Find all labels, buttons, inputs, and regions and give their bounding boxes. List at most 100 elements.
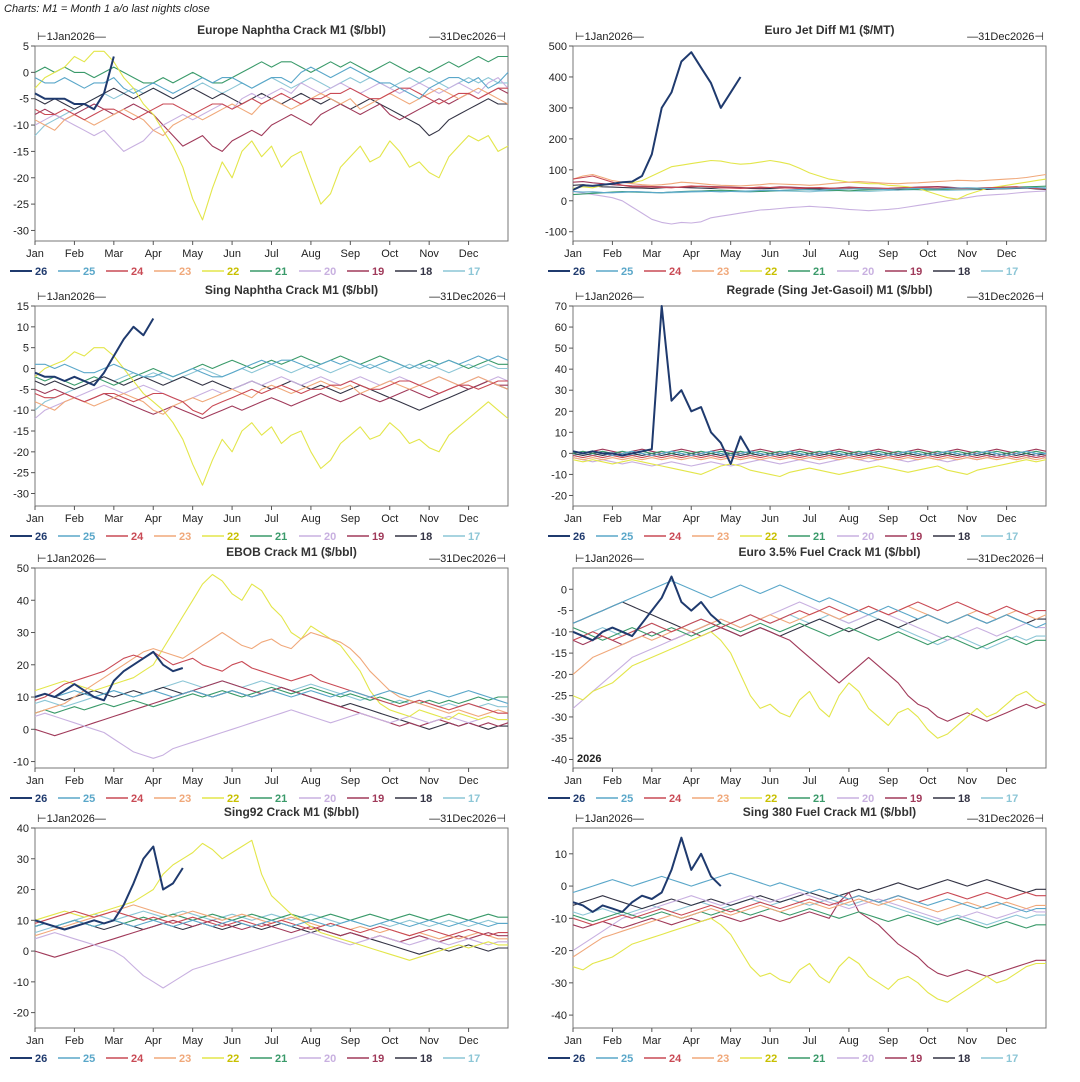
x-tick-label: Dec (997, 775, 1017, 787)
y-tick-label: -10 (13, 120, 29, 132)
x-tick-label: Sep (341, 775, 361, 787)
legend-label-25: 25 (621, 1053, 633, 1065)
legend-label-19: 19 (910, 793, 922, 805)
series-line-26 (34, 56, 115, 111)
range-start-label: ⊢1Jan2026— (575, 31, 644, 43)
y-tick-label: -10 (13, 405, 29, 417)
series-line-21 (572, 908, 1046, 929)
y-tick-label: -30 (13, 225, 29, 237)
legend-label-19: 19 (372, 266, 384, 278)
legend-label-17: 17 (1006, 793, 1018, 805)
x-tick-label: Dec (459, 775, 479, 787)
series-line-26 (572, 51, 742, 191)
x-tick-label: Jan (26, 775, 44, 787)
x-tick-label: Jul (264, 513, 278, 525)
x-tick-label: Sep (879, 248, 899, 260)
chart-6: Euro 3.5% Fuel Crack M1 ($/bbl) ⊢1Jan2026… (548, 545, 1047, 805)
y-tick-label: -25 (13, 468, 29, 480)
y-tick-label: 0 (561, 196, 567, 208)
range-end-label: —31Dec2026⊣ (429, 291, 506, 303)
series-line-25 (572, 450, 1046, 457)
chart-title: Europe Naphtha Crack M1 ($/bbl) (197, 23, 386, 37)
legend-label-17: 17 (468, 266, 480, 278)
x-tick-label: Jul (802, 248, 816, 260)
y-tick-label: 70 (555, 301, 567, 313)
x-tick-label: Sep (879, 775, 899, 787)
legend-label-17: 17 (1006, 266, 1018, 278)
series-line-24 (34, 651, 508, 714)
series-line-19 (572, 627, 1047, 722)
legend-label-23: 23 (179, 266, 191, 278)
x-tick-label: Mar (104, 775, 123, 787)
chart-title: EBOB Crack M1 ($/bbl) (226, 545, 357, 559)
legend-label-23: 23 (717, 793, 729, 805)
y-tick-label: 10 (555, 849, 567, 861)
legend-label-23: 23 (717, 531, 729, 543)
legend-label-22: 22 (765, 266, 777, 278)
range-start-label: ⊢1Jan2026— (575, 291, 644, 303)
x-tick-label: May (182, 1035, 203, 1047)
series-line-23 (34, 87, 509, 137)
x-tick-label: Oct (919, 248, 936, 260)
legend-label-18: 18 (958, 531, 970, 543)
chart-1: Europe Naphtha Crack M1 ($/bbl) ⊢1Jan2026… (10, 23, 509, 278)
x-tick-label: Jun (223, 513, 241, 525)
legend-label-23: 23 (717, 1053, 729, 1065)
range-start-label: ⊢1Jan2026— (575, 813, 644, 825)
x-tick-label: Jul (264, 775, 278, 787)
range-start-label: ⊢1Jan2026— (37, 31, 106, 43)
legend-label-22: 22 (227, 793, 239, 805)
x-tick-label: Mar (642, 513, 661, 525)
y-tick-label: 5 (23, 41, 29, 53)
series-line-25 (572, 872, 1046, 913)
chart-title: Sing Naphtha Crack M1 ($/bbl) (205, 283, 378, 297)
x-tick-label: Mar (104, 248, 123, 260)
legend-label-20: 20 (862, 531, 874, 543)
x-tick-label: Apr (683, 775, 700, 787)
y-tick-label: 10 (17, 915, 29, 927)
series-line-22 (34, 573, 508, 721)
x-tick-label: Jan (564, 775, 582, 787)
x-tick-label: Feb (603, 1035, 622, 1047)
y-tick-label: -5 (19, 94, 29, 106)
legend-label-18: 18 (420, 266, 432, 278)
y-tick-label: -30 (551, 712, 567, 724)
series-line-26 (34, 845, 184, 931)
chart-annotation: 2026 (577, 753, 601, 765)
x-tick-label: Mar (642, 248, 661, 260)
chart-title: Euro Jet Diff M1 ($/MT) (764, 23, 894, 37)
legend-label-21: 21 (813, 793, 825, 805)
y-tick-label: 0 (561, 584, 567, 596)
legend-label-25: 25 (83, 793, 95, 805)
x-tick-label: Jul (802, 775, 816, 787)
series-line-22 (34, 50, 509, 221)
y-tick-label: -25 (13, 199, 29, 211)
legend-label-18: 18 (420, 793, 432, 805)
x-tick-label: Sep (879, 1035, 899, 1047)
legend-label-19: 19 (910, 531, 922, 543)
x-tick-label: Oct (381, 248, 398, 260)
legend-label-26: 26 (35, 793, 47, 805)
y-tick-label: 0 (23, 946, 29, 958)
legend-label-18: 18 (420, 1053, 432, 1065)
legend-label-20: 20 (324, 1053, 336, 1065)
series-line-26 (572, 836, 722, 913)
series-line-23 (572, 898, 1046, 958)
y-tick-label: -100 (545, 227, 567, 239)
series-line-18 (34, 922, 508, 955)
series-line-21 (572, 450, 1047, 454)
y-tick-label: -10 (551, 627, 567, 639)
legend-label-26: 26 (573, 1053, 585, 1065)
x-tick-label: Dec (997, 248, 1017, 260)
legend-label-23: 23 (717, 266, 729, 278)
series-line-21 (34, 686, 508, 714)
x-tick-label: Aug (301, 513, 321, 525)
series-line-26 (34, 650, 184, 702)
series-line-19 (572, 891, 1046, 977)
legend-label-17: 17 (1006, 1053, 1018, 1065)
legend-label-19: 19 (372, 1053, 384, 1065)
legend-label-22: 22 (765, 531, 777, 543)
legend-label-20: 20 (324, 531, 336, 543)
legend-label-23: 23 (179, 793, 191, 805)
plot-frame (34, 567, 509, 769)
